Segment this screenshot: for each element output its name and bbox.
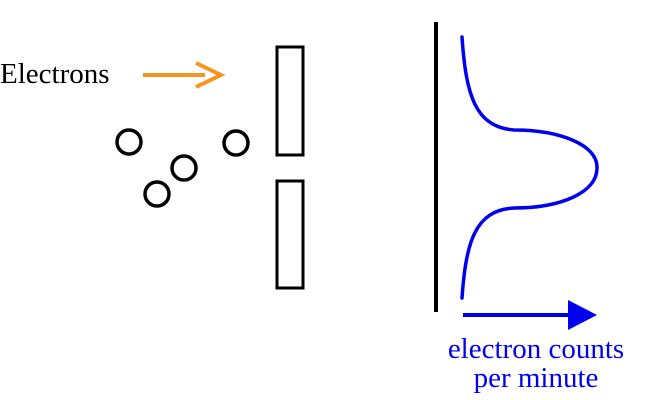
counts-axis-arrow — [463, 300, 597, 330]
counts-axis-label-line1: electron counts — [448, 333, 624, 365]
electron-particle — [117, 130, 141, 154]
electron-particle — [224, 131, 248, 155]
barrier-lower-block — [277, 181, 303, 288]
electrons-label: Electrons — [0, 58, 110, 90]
barrier-upper-block — [277, 47, 303, 155]
electron-distribution-curve — [462, 37, 597, 298]
electron-particle — [145, 182, 169, 206]
counts-axis-label-line2: per minute — [474, 362, 599, 394]
electron-particles — [117, 130, 248, 206]
electron-direction-arrow — [143, 63, 221, 87]
electron-particle — [172, 156, 196, 180]
slit-barrier — [277, 47, 303, 288]
